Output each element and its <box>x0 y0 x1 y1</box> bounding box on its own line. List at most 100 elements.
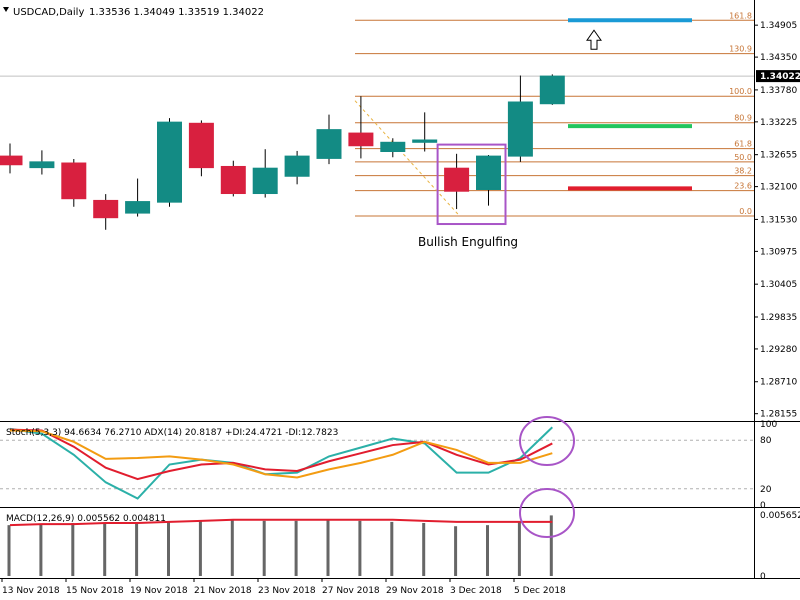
date-tick-label: 29 Nov 2018 <box>386 586 444 596</box>
current-price-badge <box>756 70 800 83</box>
axis-layer: 1.34905 1.34350 1.33780 1.33225 1.32655 1.321… <box>1 21 800 596</box>
fib-level-label: 100.0 <box>729 87 752 96</box>
price-tick-label: 1.33225 <box>760 118 797 128</box>
pattern-annotation: Bullish Engulfing <box>418 235 518 249</box>
candle-body <box>0 155 23 166</box>
stoch-adx-label: Stoch(5,3,3) 94.6634 76.2710 ADX(14) 20.… <box>6 428 338 438</box>
stoch-tick-label: 80 <box>760 436 772 446</box>
macd-pane[interactable] <box>7 488 575 576</box>
stoch-tick-label: 0 <box>760 501 766 511</box>
candle-body <box>220 165 246 195</box>
candle <box>539 74 565 105</box>
fib-level-label: 38.2 <box>734 167 752 176</box>
macd-label: MACD(12,26,9) 0.005562 0.004811 <box>6 514 166 524</box>
candle <box>380 138 406 158</box>
candle-body <box>252 167 278 195</box>
fib-level-label: 161.8 <box>729 11 752 20</box>
stoch-tick-label: 100 <box>760 420 777 430</box>
candle <box>284 150 310 185</box>
candle <box>252 149 278 198</box>
date-tick-label: 5 Dec 2018 <box>514 586 566 596</box>
candle-body <box>507 101 533 157</box>
fib-level-label: 61.8 <box>734 140 752 149</box>
candle <box>125 178 151 217</box>
macd-histogram-bar <box>486 525 489 576</box>
macd-histogram-bar <box>167 521 170 576</box>
macd-histogram-bar <box>39 524 43 576</box>
candle-body <box>316 129 342 159</box>
price-tick-label: 1.29280 <box>760 345 797 355</box>
candle <box>412 112 438 152</box>
candle-body <box>93 199 119 219</box>
macd-histogram-bar <box>390 521 394 576</box>
candle <box>316 114 342 165</box>
candle <box>188 120 214 177</box>
candle-body <box>412 139 438 143</box>
candle-body <box>125 201 151 214</box>
engulfing-box <box>436 143 507 226</box>
macd-histogram-bar <box>230 519 234 576</box>
up-arrow-icon <box>586 29 602 50</box>
candle <box>157 118 182 207</box>
date-tick-label: 19 Nov 2018 <box>130 586 188 596</box>
price-tick-label: 1.34350 <box>760 53 797 63</box>
macd-signal-line <box>9 518 553 527</box>
price-tick-label: 1.30405 <box>760 280 797 290</box>
macd-histogram-bar <box>135 522 139 576</box>
candle-body <box>444 167 470 192</box>
macd-histogram-bar <box>262 520 266 576</box>
stoch-tick-label: 20 <box>760 485 772 495</box>
highlight-circle <box>519 416 575 466</box>
date-tick-label: 15 Nov 2018 <box>66 586 124 596</box>
stoch-adx-pane[interactable] <box>0 416 754 500</box>
candle <box>0 143 23 174</box>
price-tick-label: 1.30975 <box>760 247 797 257</box>
candle <box>507 75 533 162</box>
candle-body <box>476 155 501 190</box>
candle-body <box>61 162 87 200</box>
price-tick-label: 1.31530 <box>760 215 797 225</box>
price-tick-label: 1.32655 <box>760 151 797 161</box>
date-tick-label: 23 Nov 2018 <box>258 586 316 596</box>
fib-level-label: 130.9 <box>729 45 752 54</box>
price-tick-label: 1.34905 <box>760 21 797 31</box>
candle-body <box>284 155 310 177</box>
macd-histogram-bar <box>422 522 426 576</box>
date-tick-label: 3 Dec 2018 <box>450 586 502 596</box>
macd-histogram-bar <box>326 519 330 576</box>
fib-trend-line <box>354 100 460 217</box>
macd-histogram-bar <box>294 520 298 576</box>
macd-histogram-bar <box>7 525 11 576</box>
date-tick-label: 21 Nov 2018 <box>194 586 252 596</box>
candle <box>93 194 119 230</box>
symbol-label: USDCAD,Daily <box>13 7 84 18</box>
ohlc-label: 1.33536 1.34049 1.33519 1.34022 <box>89 7 264 18</box>
stoch-series-line <box>9 429 553 479</box>
candle-body <box>539 75 565 105</box>
candle <box>29 150 55 175</box>
fib-level-label: 50.0 <box>734 153 752 162</box>
macd-histogram-bar <box>549 515 553 576</box>
macd-histogram-bar <box>517 521 521 576</box>
macd-histogram-bar <box>198 520 202 576</box>
fib-level-label: 80.9 <box>734 114 752 123</box>
date-tick-label: 13 Nov 2018 <box>2 586 60 596</box>
fib-level-label: 23.6 <box>734 182 752 191</box>
macd-histogram-bar <box>358 520 362 576</box>
collapse-triangle-icon[interactable] <box>3 7 9 12</box>
candle-body <box>157 121 182 203</box>
highlight-circle <box>519 488 575 538</box>
candle <box>220 160 246 197</box>
candle-body <box>188 122 214 169</box>
price-tick-label: 1.28710 <box>760 378 797 388</box>
chart-header: USDCAD,Daily 1.33536 1.34049 1.33519 1.3… <box>3 7 264 18</box>
date-tick-label: 27 Nov 2018 <box>322 586 380 596</box>
price-tick-label: 1.29835 <box>760 313 797 323</box>
macd-histogram-bar <box>103 522 107 576</box>
stoch-series-line <box>9 426 553 500</box>
candle-body <box>348 132 374 147</box>
price-pane[interactable]: 161.8 130.9 100.0 80.9 61.8 50.0 38.2 23.6 0.0 <box>0 11 754 230</box>
current-price-label: 1.34022 <box>760 72 800 82</box>
price-tick-label: 1.32100 <box>760 183 797 193</box>
